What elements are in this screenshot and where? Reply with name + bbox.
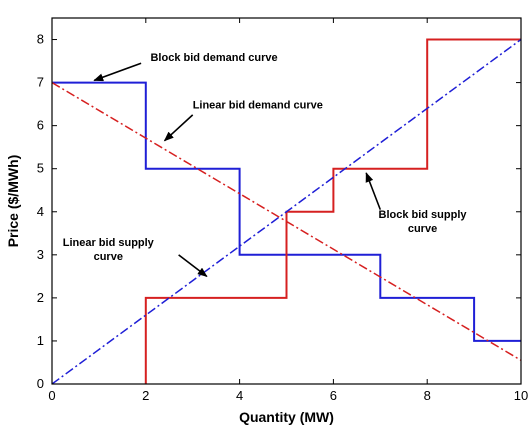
x-tick-label: 8 xyxy=(424,388,431,403)
y-tick-label: 1 xyxy=(37,333,44,348)
x-tick-label: 10 xyxy=(514,388,528,403)
series-block-demand xyxy=(52,81,521,342)
x-tick-label: 2 xyxy=(142,388,149,403)
series-block-supply xyxy=(144,38,521,384)
annotation-label: Linear bid supply curve xyxy=(63,237,155,263)
y-tick-label: 7 xyxy=(37,75,44,90)
series-linear-demand xyxy=(51,81,522,361)
y-tick-label: 8 xyxy=(37,32,44,47)
y-axis-label: Price ($/MWh) xyxy=(5,155,21,248)
annotation-arrow xyxy=(93,62,142,82)
y-tick-label: 4 xyxy=(37,204,44,219)
annotation-arrow xyxy=(178,254,208,277)
y-tick-label: 2 xyxy=(37,290,44,305)
y-tick-label: 6 xyxy=(37,118,44,133)
y-tick-label: 0 xyxy=(37,376,44,391)
annotation-arrow xyxy=(365,172,382,210)
annotation-label: Linear bid demand curve xyxy=(193,99,323,111)
plot-frame xyxy=(51,17,522,385)
annotation-arrow xyxy=(163,114,194,142)
annotation-label: Block bid supply curve xyxy=(379,209,468,235)
y-tick-label: 3 xyxy=(37,247,44,262)
series-linear-supply xyxy=(51,38,522,385)
y-tick-label: 5 xyxy=(37,161,44,176)
x-tick-label: 4 xyxy=(236,388,243,403)
x-axis-label: Quantity (MW) xyxy=(239,409,334,425)
x-tick-label: 6 xyxy=(330,388,337,403)
x-tick-label: 0 xyxy=(48,388,55,403)
annotation-label: Block bid demand curve xyxy=(150,52,277,64)
